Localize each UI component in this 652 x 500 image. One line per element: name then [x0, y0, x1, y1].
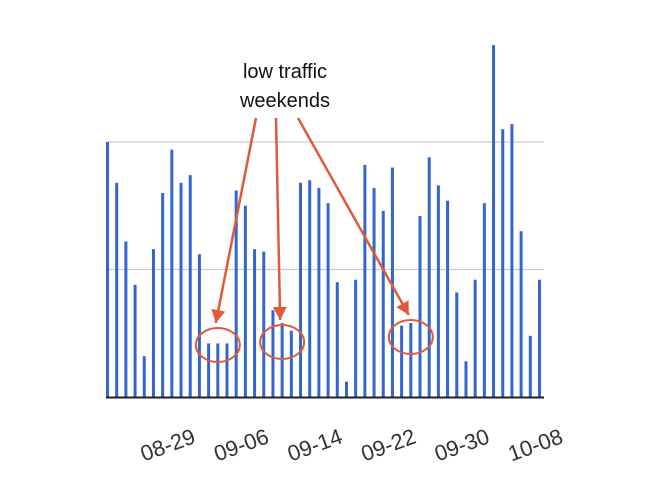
bar: [106, 142, 109, 397]
bar: [409, 323, 413, 397]
highlight-circle: [387, 319, 434, 355]
bar: [243, 205, 247, 397]
bar: [335, 282, 339, 397]
x-tick-label: 08-29: [137, 424, 198, 467]
bar: [133, 284, 137, 397]
bar: [427, 157, 431, 397]
bar: [492, 45, 496, 397]
bar: [501, 129, 505, 397]
bar: [188, 175, 192, 397]
bar: [326, 203, 330, 397]
bar: [482, 203, 486, 397]
bar: [170, 149, 174, 397]
annotation-text: weekends: [239, 90, 330, 112]
bar: [381, 210, 385, 397]
bar: [464, 361, 468, 397]
bar: [473, 279, 477, 397]
bar: [538, 279, 541, 397]
highlight-circle: [194, 327, 241, 363]
x-tick-label: 09-22: [358, 424, 419, 467]
bar: [207, 343, 211, 397]
bar: [115, 182, 119, 397]
bar: [197, 254, 201, 397]
bar: [216, 343, 220, 397]
bar: [436, 185, 440, 397]
bar: [363, 164, 367, 397]
bar: [225, 343, 229, 397]
bar: [400, 325, 404, 397]
bar: [418, 215, 422, 397]
highlight-circle: [259, 324, 306, 360]
bar: [308, 180, 312, 397]
bar: [234, 190, 238, 397]
bar: [124, 241, 128, 397]
bar: [151, 249, 155, 397]
x-tick-label: 09-06: [211, 424, 272, 467]
annotation-arrow: [296, 117, 410, 316]
bar: [253, 249, 257, 397]
bar: [446, 200, 450, 397]
annotation-text: low traffic: [243, 61, 327, 83]
bar: [271, 310, 275, 397]
bar: [280, 323, 284, 397]
x-tick-label: 10-08: [505, 424, 566, 467]
bar: [317, 187, 321, 397]
bar: [390, 167, 394, 397]
bar: [528, 335, 532, 397]
bar: [299, 182, 303, 397]
bar: [179, 182, 183, 397]
bar: [344, 381, 348, 397]
arrowhead: [211, 308, 226, 323]
x-tick-label: 09-14: [284, 424, 345, 467]
bar: [262, 251, 266, 397]
annotation-arrow: [214, 117, 258, 324]
bar: [455, 292, 459, 397]
arrowhead: [272, 306, 287, 320]
bar: [519, 231, 523, 397]
bar: [289, 330, 293, 397]
bar: [510, 124, 514, 398]
annotation-arrow: [274, 117, 282, 321]
arrowhead: [396, 300, 409, 315]
x-tick-label: 09-30: [431, 424, 492, 467]
bar: [142, 356, 146, 397]
bar: [354, 279, 358, 397]
bar: [372, 187, 376, 397]
bar: [161, 193, 165, 397]
